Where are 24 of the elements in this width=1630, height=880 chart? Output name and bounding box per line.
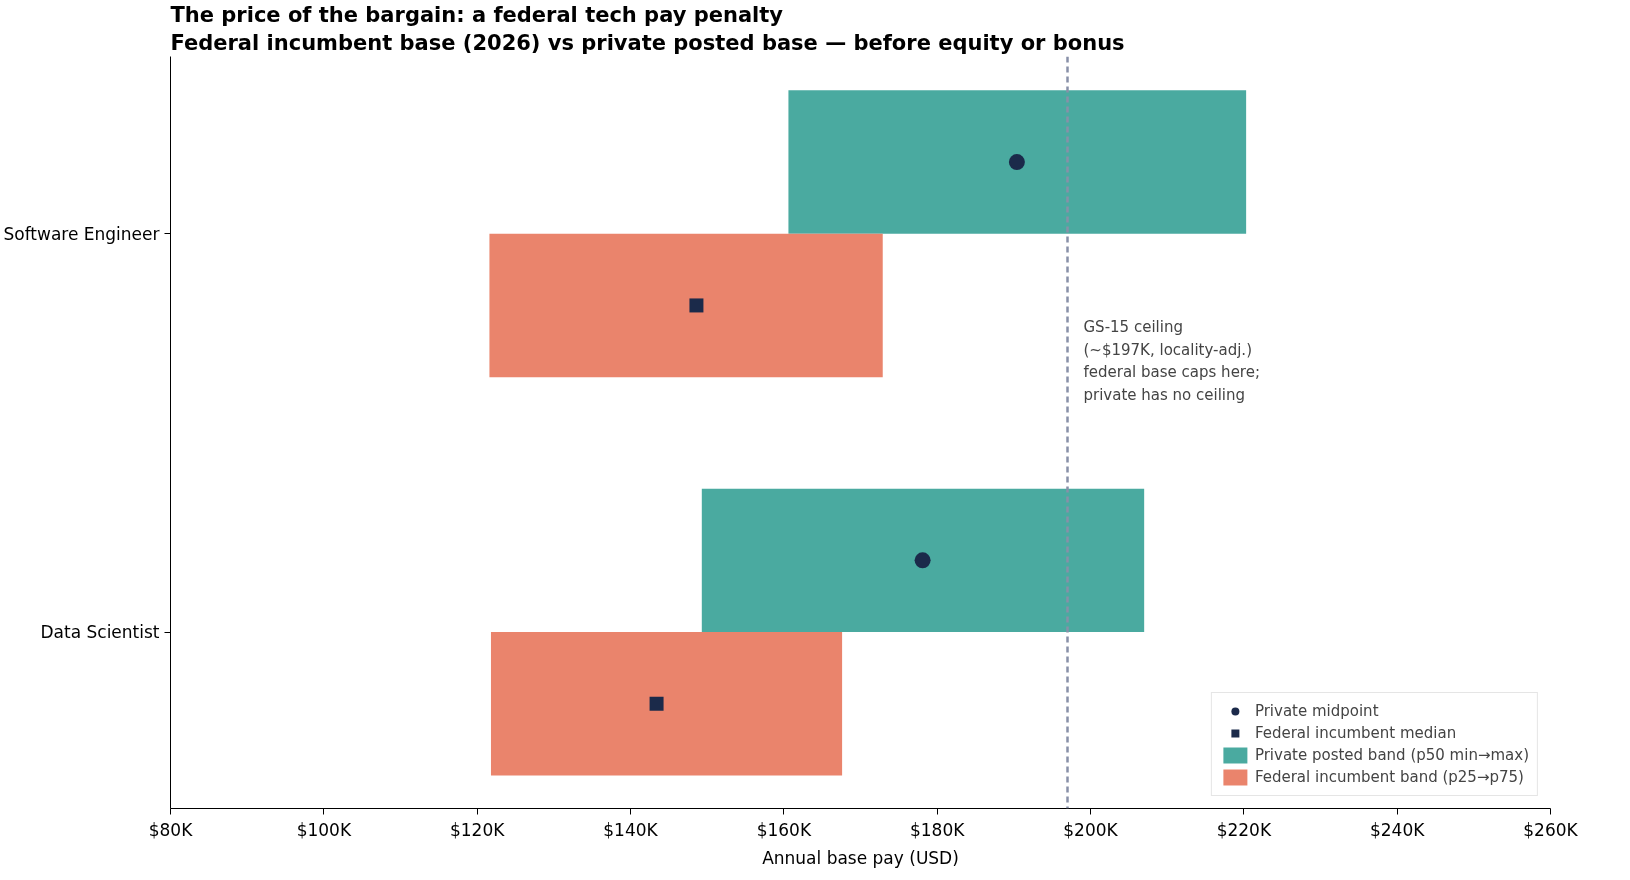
- x-tick-label: $220K: [1216, 819, 1272, 840]
- x-tick-label: $200K: [1063, 819, 1119, 840]
- legend-label: Federal incumbent band (p25→p75): [1254, 768, 1524, 786]
- legend-label: Private posted band (p50 min→max): [1254, 746, 1529, 764]
- x-axis-title: Annual base pay (USD): [762, 847, 959, 868]
- x-tick-label: $180K: [909, 819, 966, 840]
- y-tick-label: Data Scientist: [40, 622, 160, 643]
- chart-title: The price of the bargain: a federal tech pay penalty: [170, 2, 784, 27]
- annotation: GS-15 ceiling (~$197K, locality-adj.) federal base caps here; private has no ceiling: [1083, 318, 1260, 404]
- bar: [490, 632, 843, 776]
- y-tick-label: Software Engineer: [3, 223, 160, 244]
- x-tick-label: $160K: [756, 819, 812, 840]
- x-tick-label: $240K: [1369, 819, 1426, 840]
- x-tick-label: $140K: [603, 819, 659, 840]
- x-tick-label: $100K: [296, 819, 352, 840]
- x-tick-label: $120K: [449, 819, 506, 840]
- chart-subtitle: Federal incumbent base (2026) vs private posted base — before equity or bonus: [170, 30, 1125, 55]
- bar: [489, 233, 883, 378]
- legend-label: Private midpoint: [1254, 702, 1379, 720]
- x-tick-label: $260K: [1523, 819, 1579, 840]
- bar: [701, 488, 1145, 633]
- x-tick-label: $80K: [148, 819, 194, 840]
- bar: [788, 90, 1247, 234]
- legend-label: Federal incumbent median: [1254, 724, 1457, 742]
